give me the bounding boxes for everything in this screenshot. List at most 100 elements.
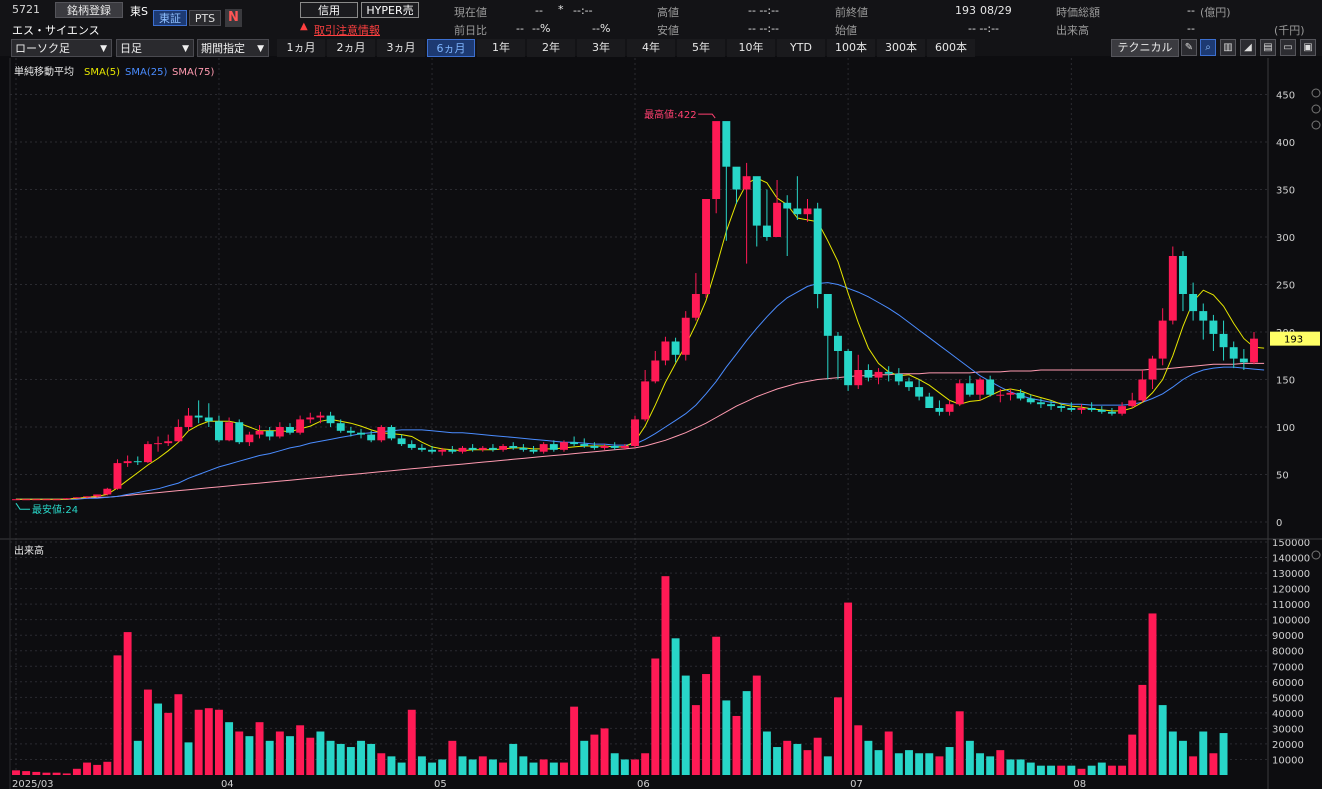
candle-body bbox=[417, 447, 426, 450]
price-tick-label: 50 bbox=[1276, 471, 1289, 482]
bar-chart-icon[interactable]: ▥ bbox=[1220, 39, 1236, 56]
volume-tick-label: 30000 bbox=[1272, 724, 1304, 735]
technical-button[interactable]: テクニカル bbox=[1111, 39, 1179, 57]
volume-bar bbox=[702, 674, 710, 775]
change-label: 前日比 bbox=[454, 24, 487, 37]
date-tick-label: 06 bbox=[637, 779, 650, 789]
volume-bar bbox=[387, 756, 396, 775]
stock-name: エス・サイエンス bbox=[12, 24, 100, 37]
credit-button[interactable]: 信用 bbox=[300, 2, 358, 18]
volume-bar bbox=[823, 756, 832, 775]
current-price-tag bbox=[1270, 331, 1320, 346]
volume-bar bbox=[793, 743, 802, 775]
volume-bar bbox=[336, 743, 345, 775]
hyper-sell-button[interactable]: HYPER売 bbox=[361, 2, 419, 18]
news-icon[interactable]: N bbox=[225, 9, 242, 27]
candle-body bbox=[204, 417, 213, 422]
candle-body bbox=[752, 176, 761, 226]
volume-settings-icon[interactable] bbox=[1311, 550, 1321, 560]
candle-body bbox=[823, 294, 832, 336]
volume-bar bbox=[1077, 768, 1086, 775]
volume-bar bbox=[732, 715, 741, 775]
interval-select[interactable]: 日足 ▼ bbox=[116, 39, 194, 57]
period-tab[interactable]: 3年 bbox=[577, 39, 625, 57]
trade-warning-link[interactable]: 取引注意情報 bbox=[314, 24, 380, 37]
period-tab[interactable]: 1ヵ月 bbox=[277, 39, 325, 57]
scroll-controls[interactable] bbox=[1311, 88, 1321, 560]
candle-body bbox=[103, 488, 112, 495]
volume-bar bbox=[1067, 765, 1076, 775]
pencil-icon[interactable]: ✎ bbox=[1181, 39, 1197, 56]
chart-type-select[interactable]: ローソク足 ▼ bbox=[11, 39, 112, 57]
period-tab[interactable]: 3ヵ月 bbox=[377, 39, 425, 57]
current-star: * bbox=[558, 3, 564, 16]
period-tab[interactable]: 10年 bbox=[727, 39, 775, 57]
volume-bar bbox=[62, 773, 71, 775]
candle-body bbox=[83, 496, 91, 498]
period-tab[interactable]: YTD bbox=[777, 39, 825, 57]
price-tick-label: 150 bbox=[1276, 376, 1295, 387]
period-select[interactable]: 期間指定 ▼ bbox=[197, 39, 269, 57]
candle-body bbox=[286, 427, 294, 433]
candle-body bbox=[357, 432, 365, 435]
candle-body bbox=[529, 449, 538, 452]
area-chart-icon[interactable]: ◢ bbox=[1240, 39, 1256, 56]
period-tab[interactable]: 4年 bbox=[627, 39, 675, 57]
print-icon[interactable]: ▤ bbox=[1260, 39, 1276, 56]
candle-body bbox=[671, 341, 680, 355]
candle-body bbox=[1229, 347, 1238, 359]
volume-bar bbox=[539, 759, 548, 775]
scroll-up-icon[interactable] bbox=[1311, 88, 1321, 98]
period-tab[interactable]: 300本 bbox=[877, 39, 925, 57]
price-tick-label: 350 bbox=[1276, 186, 1295, 197]
candle-body bbox=[407, 444, 416, 448]
candle-body bbox=[590, 446, 599, 448]
zoom-in-icon[interactable] bbox=[1311, 104, 1321, 114]
change-pct: --% bbox=[532, 22, 551, 35]
volume-bar bbox=[1036, 765, 1045, 775]
chevron-down-icon: ▼ bbox=[100, 44, 107, 54]
volume-bar bbox=[1189, 756, 1198, 775]
volume-bar bbox=[123, 632, 132, 775]
prev-close-label: 前終値 bbox=[835, 6, 868, 19]
period-tab[interactable]: 5年 bbox=[677, 39, 725, 57]
chart-area[interactable]: 0501001502002503003504004501000020000300… bbox=[0, 58, 1322, 789]
volume-bar bbox=[1209, 753, 1218, 775]
period-tab[interactable]: 600本 bbox=[927, 39, 975, 57]
volume-bar bbox=[691, 705, 700, 775]
candle-body bbox=[52, 499, 61, 501]
tab-pts[interactable]: PTS bbox=[189, 10, 221, 26]
candle-body bbox=[570, 442, 579, 445]
zoom-icon[interactable]: ⌕ bbox=[1200, 39, 1216, 56]
volume-bar bbox=[275, 731, 284, 775]
volume-bar bbox=[844, 602, 853, 775]
period-tab[interactable]: 2ヵ月 bbox=[327, 39, 375, 57]
candle-body bbox=[1250, 338, 1258, 363]
period-tab[interactable]: 100本 bbox=[827, 39, 875, 57]
zoom-out-icon[interactable] bbox=[1311, 120, 1321, 130]
candle-body bbox=[681, 317, 690, 355]
period-tab[interactable]: 2年 bbox=[527, 39, 575, 57]
market-label: 東S bbox=[130, 5, 148, 18]
candle-body bbox=[1087, 408, 1096, 410]
sma75-legend: SMA(75) bbox=[172, 67, 214, 78]
sma25-legend: SMA(25) bbox=[125, 67, 167, 78]
high-annotation: 最高値:422 bbox=[644, 108, 696, 121]
candle-body bbox=[397, 438, 406, 445]
volume-bar bbox=[641, 753, 650, 775]
volume-tick-label: 100000 bbox=[1272, 616, 1310, 627]
register-button[interactable]: 銘柄登録 bbox=[55, 2, 123, 18]
candle-body bbox=[539, 444, 548, 452]
volume-bar bbox=[965, 740, 974, 775]
tab-tosho[interactable]: 東証 bbox=[153, 10, 187, 26]
volume-bar bbox=[661, 576, 670, 775]
candle-body bbox=[174, 427, 183, 442]
period-tab[interactable]: 1年 bbox=[477, 39, 525, 57]
current-price-tag-text: 193 bbox=[1284, 335, 1303, 346]
volume-bar bbox=[915, 753, 924, 775]
save-icon[interactable]: ▣ bbox=[1300, 39, 1316, 56]
folder-icon[interactable]: ▭ bbox=[1280, 39, 1296, 56]
candle-body bbox=[194, 415, 203, 418]
period-tab[interactable]: 6ヵ月 bbox=[427, 39, 475, 57]
sma5-line bbox=[16, 177, 1265, 500]
